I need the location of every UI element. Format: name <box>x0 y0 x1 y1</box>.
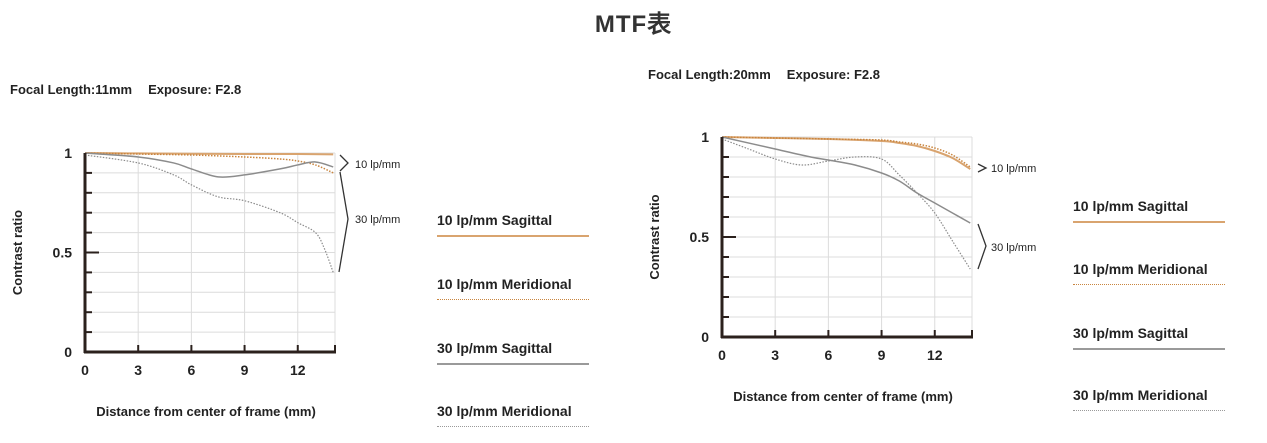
x-tick-label: 6 <box>824 347 832 363</box>
legend-item: 10 lp/mm Sagittal <box>437 212 589 237</box>
legend-item: 30 lp/mm Meridional <box>437 403 589 427</box>
legend-swatch <box>1073 410 1225 411</box>
x-tick-label: 12 <box>290 362 306 378</box>
y-tick-label: 0.5 <box>53 245 73 261</box>
annotation-30lpmm: 30 lp/mm <box>991 242 1036 254</box>
legend-label: 10 lp/mm Meridional <box>1073 261 1208 277</box>
exposure: Exposure: F2.8 <box>786 67 880 82</box>
legend-label: 30 lp/mm Meridional <box>437 403 572 419</box>
focal-length: Focal Length:11mm <box>10 82 133 97</box>
bracket-10lpmm <box>339 154 349 172</box>
x-tick-label: 12 <box>927 347 943 363</box>
bracket-30lpmm <box>977 223 987 270</box>
legend-item: 30 lp/mm Sagittal <box>1073 325 1225 350</box>
series-line-10-lp-mm-meridional <box>721 136 971 168</box>
legend-swatch <box>437 363 589 365</box>
chart-info-20mm: Focal Length:20mm Exposure: F2.8 <box>648 67 880 82</box>
legend-item: 10 lp/mm Sagittal <box>1073 198 1225 223</box>
legend-item: 30 lp/mm Meridional <box>1073 387 1225 411</box>
legend-swatch <box>1073 284 1225 285</box>
x-tick-label: 9 <box>878 347 886 363</box>
legend-swatch <box>1073 348 1225 350</box>
legend-label: 30 lp/mm Sagittal <box>1073 325 1189 341</box>
exposure: Exposure: F2.8 <box>148 82 242 97</box>
legend-swatch <box>437 235 589 237</box>
x-axis-title: Distance from center of frame (mm) <box>96 404 316 419</box>
x-tick-label: 3 <box>771 347 779 363</box>
y-tick-label: 1 <box>64 145 72 161</box>
y-axis-title: Contrast ratio <box>647 194 662 279</box>
series-line-30-lp-mm-meridional <box>84 154 334 273</box>
annotation-10lpmm: 10 lp/mm <box>355 159 400 171</box>
series-line-10-lp-mm-meridional <box>84 152 334 174</box>
y-tick-label: 0 <box>701 329 709 345</box>
annotation-10lpmm: 10 lp/mm <box>991 163 1036 175</box>
chart-info-11mm: Focal Length:11mm Exposure: F2.8 <box>10 82 241 97</box>
x-tick-label: 0 <box>718 347 726 363</box>
legend-item: 30 lp/mm Sagittal <box>437 340 589 365</box>
annotation-30lpmm: 30 lp/mm <box>355 214 400 226</box>
legend-label: 30 lp/mm Meridional <box>1073 387 1208 403</box>
y-tick-label: 0 <box>64 344 72 360</box>
legend-swatch <box>437 299 589 300</box>
x-axis-title: Distance from center of frame (mm) <box>733 389 953 404</box>
focal-length: Focal Length:20mm <box>648 67 771 82</box>
series-line-30-lp-mm-sagittal <box>84 152 334 178</box>
y-axis-title: Contrast ratio <box>10 210 25 295</box>
legend-label: 10 lp/mm Sagittal <box>1073 198 1189 214</box>
series-line-30-lp-mm-sagittal <box>721 136 971 224</box>
legend-item: 10 lp/mm Meridional <box>437 276 589 300</box>
bracket-30lpmm <box>338 171 349 273</box>
x-tick-label: 9 <box>241 362 249 378</box>
legend-swatch <box>437 426 589 427</box>
x-tick-label: 3 <box>134 362 142 378</box>
legend-swatch <box>1073 221 1225 223</box>
chart-1: 0 3 6 9 12 0 0.5 1 Distance from center of frame… <box>647 129 1036 404</box>
legend-label: 10 lp/mm Sagittal <box>437 212 553 228</box>
legend-item: 10 lp/mm Meridional <box>1073 261 1225 285</box>
legend-label: 10 lp/mm Meridional <box>437 276 572 292</box>
series-line-10-lp-mm-sagittal <box>721 136 971 170</box>
x-tick-label: 6 <box>187 362 195 378</box>
bracket-10lpmm <box>977 163 988 173</box>
y-tick-label: 0.5 <box>690 229 710 245</box>
chart-0: 0 3 6 9 12 0 0.5 1 Distance from center of frame… <box>10 145 400 419</box>
legend-label: 30 lp/mm Sagittal <box>437 340 553 356</box>
x-tick-label: 0 <box>81 362 89 378</box>
y-tick-label: 1 <box>701 129 709 145</box>
page-title: MTF表 <box>594 11 673 38</box>
series-line-30-lp-mm-meridional <box>721 138 971 270</box>
